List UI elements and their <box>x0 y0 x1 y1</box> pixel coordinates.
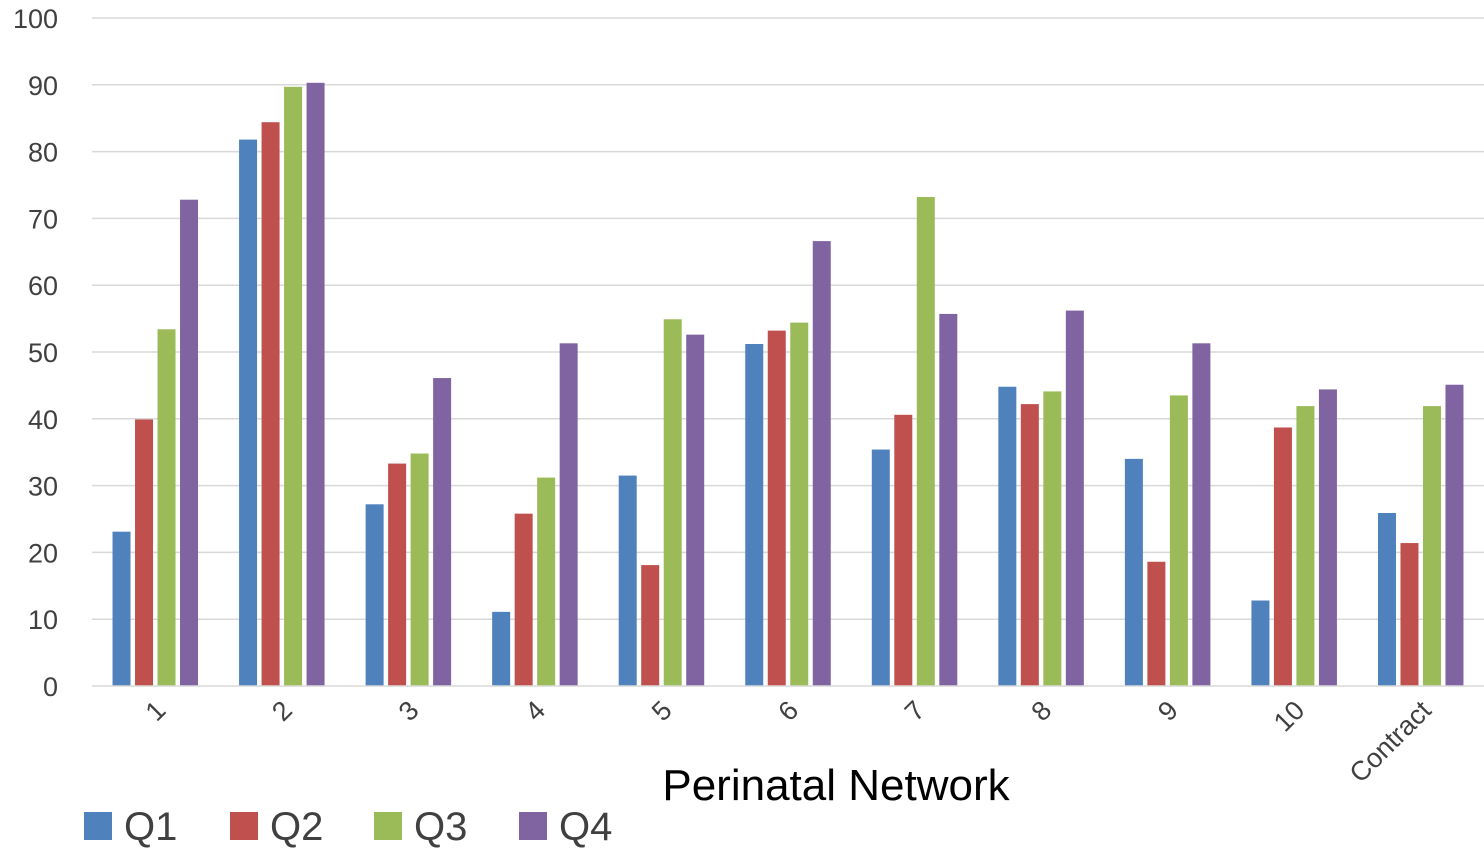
bar-q2-9 <box>1147 561 1166 686</box>
bar-q2-contract <box>1400 543 1419 686</box>
bar-q3-10 <box>1296 406 1315 686</box>
y-tick-label: 10 <box>28 605 58 635</box>
bar-q4-9 <box>1192 343 1211 686</box>
bar-q1-10 <box>1251 600 1270 686</box>
bar-q4-7 <box>939 313 958 686</box>
bar-q2-10 <box>1273 427 1292 686</box>
y-tick-label: 100 <box>13 4 58 34</box>
bar-q1-3 <box>365 504 384 686</box>
bar-q2-4 <box>514 513 533 686</box>
bar-q3-5 <box>663 319 682 686</box>
bar-q3-3 <box>410 453 429 686</box>
bar-q4-1 <box>180 199 199 687</box>
y-axis-tick-labels: 0 10 20 30 40 50 60 70 80 90 100 <box>13 4 58 702</box>
bar-q3-7 <box>916 197 935 687</box>
x-tick-label: 1 <box>140 695 172 727</box>
x-tick-label: 4 <box>519 695 551 727</box>
bar-q3-contract <box>1422 406 1441 686</box>
x-tick-label: 8 <box>1025 695 1057 727</box>
y-tick-label: 70 <box>28 204 58 234</box>
bar-q4-5 <box>686 334 705 686</box>
bars <box>112 82 1464 687</box>
x-tick-label: 10 <box>1268 695 1310 737</box>
y-tick-label: 90 <box>28 71 58 101</box>
bar-q4-8 <box>1065 310 1084 686</box>
bar-q1-contract <box>1377 512 1396 686</box>
y-tick-label: 60 <box>28 271 58 301</box>
bar-q1-1 <box>112 531 131 686</box>
y-tick-label: 80 <box>28 138 58 168</box>
bar-q4-10 <box>1318 389 1337 686</box>
bar-q3-6 <box>790 322 809 686</box>
bar-q3-1 <box>157 329 176 686</box>
y-tick-label: 30 <box>28 472 58 502</box>
bar-q1-7 <box>871 449 890 686</box>
bar-q4-6 <box>812 241 831 686</box>
bar-q2-5 <box>641 565 660 686</box>
bar-q3-4 <box>537 477 556 686</box>
bar-q2-3 <box>388 463 407 686</box>
y-tick-label: 20 <box>28 538 58 568</box>
x-tick-label: Contract <box>1344 695 1438 789</box>
x-tick-label: 9 <box>1152 695 1184 727</box>
legend-swatch-q2 <box>230 812 258 840</box>
x-axis-title: Perinatal Network <box>662 761 1010 810</box>
legend-swatch-q3 <box>374 812 402 840</box>
bar-q1-2 <box>239 139 258 687</box>
bar-q3-2 <box>284 86 303 686</box>
bar-q1-9 <box>1124 458 1143 686</box>
bar-q4-4 <box>559 343 578 686</box>
bar-q1-8 <box>998 386 1017 686</box>
bar-q1-5 <box>618 475 637 686</box>
bar-q2-7 <box>894 414 913 686</box>
x-tick-label: 7 <box>899 695 931 727</box>
legend-label-q3: Q3 <box>414 805 467 848</box>
legend-label-q1: Q1 <box>124 805 177 848</box>
bar-q1-4 <box>492 611 511 686</box>
bar-q2-8 <box>1020 404 1039 686</box>
bar-q2-2 <box>261 122 280 686</box>
x-tick-label: 5 <box>646 695 678 727</box>
x-tick-label: 3 <box>393 695 425 727</box>
bar-q3-9 <box>1169 395 1188 686</box>
legend-swatch-q1 <box>84 812 112 840</box>
legend-swatch-q4 <box>519 812 547 840</box>
bar-q4-2 <box>306 82 325 686</box>
legend: Q1 Q2 Q3 Q4 <box>84 805 612 848</box>
bar-q1-6 <box>745 343 764 686</box>
x-tick-label: 6 <box>772 695 804 727</box>
bar-q4-3 <box>433 378 452 686</box>
bar-q2-6 <box>767 330 786 686</box>
y-tick-label: 0 <box>43 672 58 702</box>
y-tick-label: 50 <box>28 338 58 368</box>
bar-q4-contract <box>1445 384 1464 686</box>
y-tick-label: 40 <box>28 405 58 435</box>
bar-q2-1 <box>135 419 154 686</box>
x-tick-label: 2 <box>266 695 298 727</box>
bar-q3-8 <box>1043 391 1062 686</box>
legend-label-q2: Q2 <box>270 805 323 848</box>
legend-label-q4: Q4 <box>559 805 612 848</box>
